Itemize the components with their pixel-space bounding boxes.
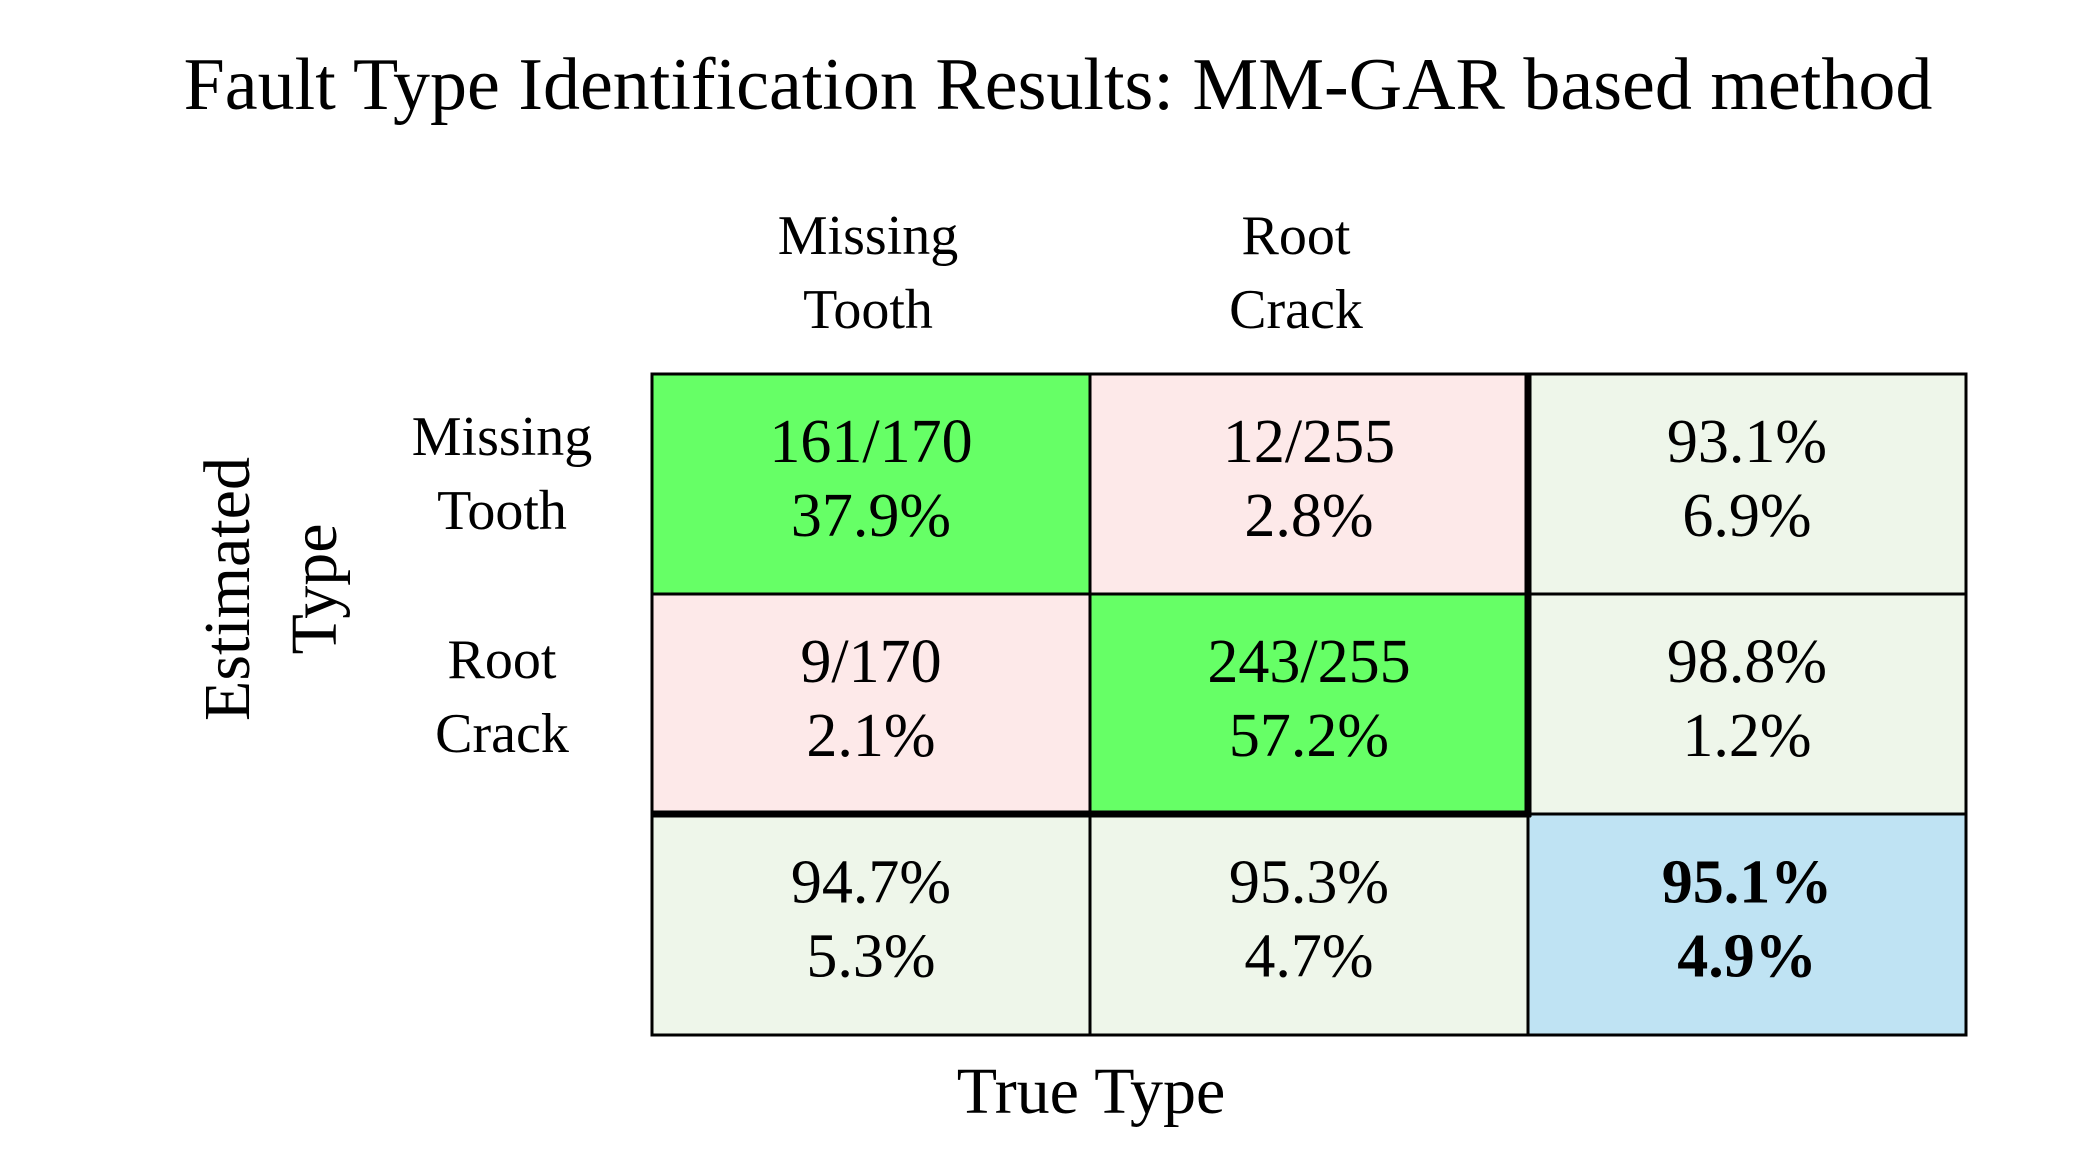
row-header: Tooth xyxy=(437,480,567,542)
cell xyxy=(650,592,1092,816)
cell xyxy=(1526,812,1968,1037)
column-header: Missing xyxy=(778,205,959,267)
overall-summary: 4.9% xyxy=(1677,923,1817,991)
row-summary: 1.2% xyxy=(1682,702,1811,770)
row-summary: 98.8% xyxy=(1667,628,1827,696)
row-header: Missing xyxy=(412,406,593,468)
column-summary: 94.7% xyxy=(791,849,951,917)
row-header: Root xyxy=(448,629,557,691)
column-summary: 4.7% xyxy=(1244,923,1373,991)
row-summary: 93.1% xyxy=(1667,408,1827,476)
cell xyxy=(650,812,1092,1037)
cell-value: 12/255 xyxy=(1223,408,1395,476)
column-summary: 5.3% xyxy=(806,923,935,991)
row-header: Crack xyxy=(435,703,569,765)
y-label: Type xyxy=(278,523,351,654)
cell-value: 161/170 xyxy=(769,408,972,476)
column-header: Crack xyxy=(1229,279,1363,341)
row-summary: 6.9% xyxy=(1682,482,1811,550)
column-header: Tooth xyxy=(803,279,933,341)
cell-value: 57.2% xyxy=(1229,702,1389,770)
cell-value: 9/170 xyxy=(800,628,941,696)
title: Fault Type Identification Results: MM-GA… xyxy=(184,44,1933,126)
overall-summary: 95.1% xyxy=(1662,849,1833,917)
x-label: True Type xyxy=(957,1055,1226,1128)
cell-value: 243/255 xyxy=(1207,628,1410,696)
cell-value: 2.8% xyxy=(1244,482,1373,550)
cell-value: 37.9% xyxy=(791,482,951,550)
cell xyxy=(1526,372,1968,596)
cell-value: 2.1% xyxy=(806,702,935,770)
cell xyxy=(1088,372,1530,596)
y-label: Estimated xyxy=(191,457,264,721)
cell xyxy=(1088,592,1530,816)
cell xyxy=(1526,592,1968,816)
cell xyxy=(650,372,1092,596)
column-summary: 95.3% xyxy=(1229,849,1389,917)
cell xyxy=(1088,812,1530,1037)
column-header: Root xyxy=(1242,205,1351,267)
